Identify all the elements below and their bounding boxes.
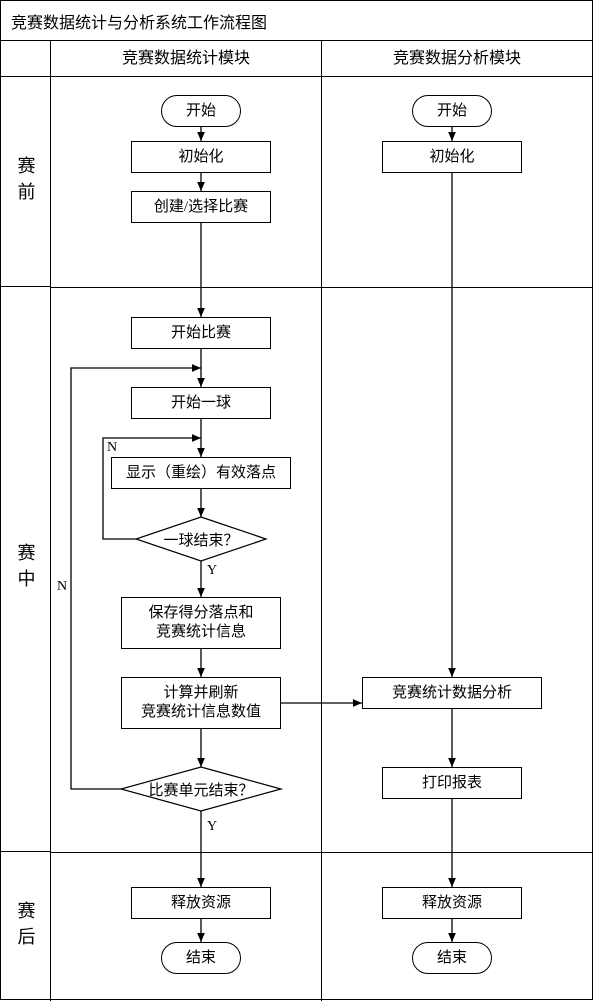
right-column-header: 竞赛数据分析模块 xyxy=(322,41,592,76)
begin-ball-process: 开始一球 xyxy=(131,387,271,419)
begin-match-process: 开始比赛 xyxy=(131,317,271,349)
header-row: 竞赛数据统计模块 竞赛数据分析模块 xyxy=(1,41,592,77)
phase-label-pre: 赛前 xyxy=(1,77,50,287)
release-process: 释放资源 xyxy=(382,887,522,919)
calc-process: 计算并刷新 竞赛统计信息数值 xyxy=(121,677,281,729)
calc-text: 计算并刷新 竞赛统计信息数值 xyxy=(141,684,261,722)
no-label: N xyxy=(107,440,117,456)
create-process: 创建/选择比赛 xyxy=(131,191,271,223)
show-process: 显示（重绘）有效落点 xyxy=(111,457,291,489)
phase-label-mid: 赛中 xyxy=(1,287,50,852)
diagram-body: 赛前 赛中 赛后 开始 初始化 创建/选择比赛 开始比赛 开始一球 显示（重绘）… xyxy=(1,77,592,1001)
start-terminal: 开始 xyxy=(161,95,241,127)
end-terminal: 结束 xyxy=(412,942,492,974)
init-process: 初始化 xyxy=(131,141,271,173)
phase-column: 赛前 赛中 赛后 xyxy=(1,77,51,1001)
right-edges xyxy=(322,77,593,1001)
init-process: 初始化 xyxy=(382,141,522,173)
phase-header-spacer xyxy=(1,41,51,76)
save-process: 保存得分落点和 竞赛统计信息 xyxy=(121,597,281,649)
yes-label: Y xyxy=(207,563,217,579)
yes-label: Y xyxy=(207,819,217,835)
diagram-title: 竞赛数据统计与分析系统工作流程图 xyxy=(1,1,592,41)
end-terminal: 结束 xyxy=(161,942,241,974)
left-column-header: 竞赛数据统计模块 xyxy=(51,41,322,76)
phase-label-post: 赛后 xyxy=(1,852,50,1001)
analyze-process: 竞赛统计数据分析 xyxy=(362,677,542,709)
save-text: 保存得分落点和 竞赛统计信息 xyxy=(148,604,253,642)
left-column: 开始 初始化 创建/选择比赛 开始比赛 开始一球 显示（重绘）有效落点 一球结束… xyxy=(51,77,322,1001)
start-terminal: 开始 xyxy=(412,95,492,127)
right-column: 开始 初始化 竞赛统计数据分析 打印报表 释放资源 结束 xyxy=(322,77,592,1001)
no-label: N xyxy=(57,579,67,595)
release-process: 释放资源 xyxy=(131,887,271,919)
print-process: 打印报表 xyxy=(382,767,522,799)
diagram-frame: 竞赛数据统计与分析系统工作流程图 竞赛数据统计模块 竞赛数据分析模块 赛前 赛中… xyxy=(0,0,593,1000)
